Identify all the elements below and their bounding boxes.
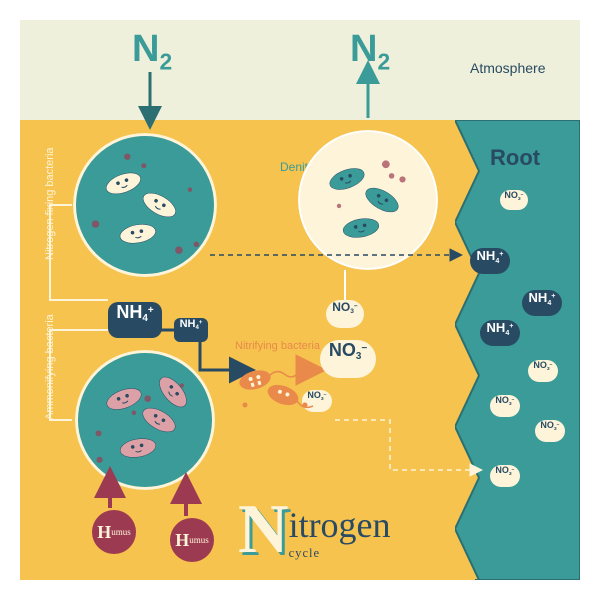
diagram-title: Nitrogencycle [238, 490, 391, 570]
nitrogen-cycle-diagram: N2 N2 Atmosphere Root Nitrogen fixing ba… [0, 0, 600, 600]
